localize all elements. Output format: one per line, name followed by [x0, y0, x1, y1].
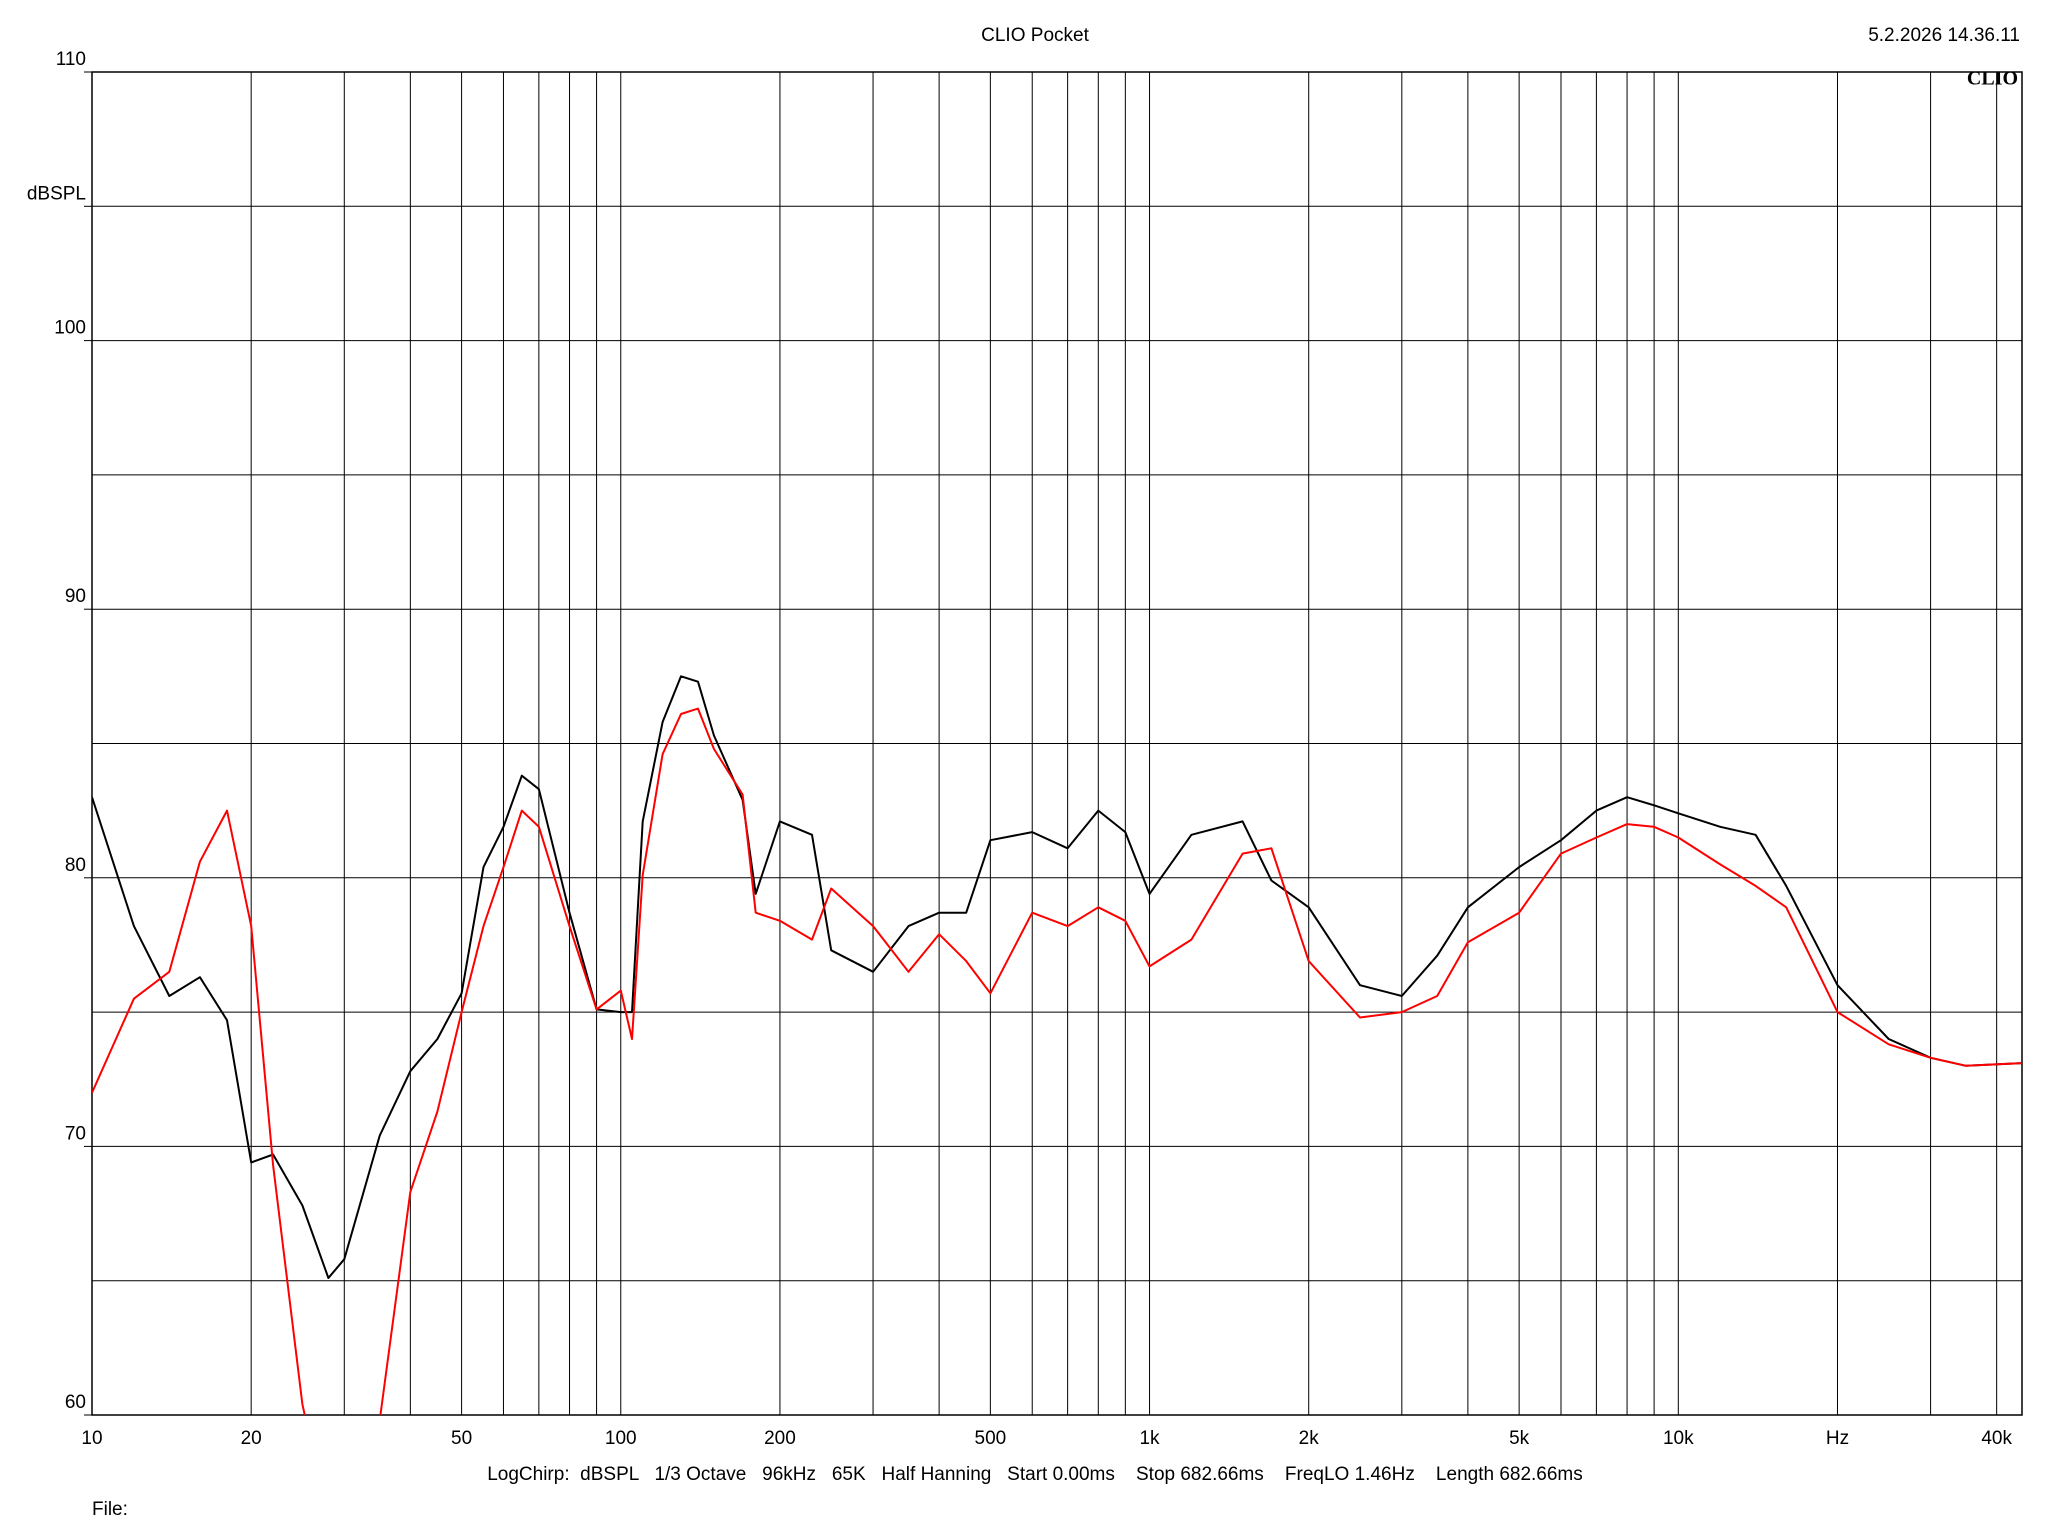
x-tick-label: 20	[241, 1428, 262, 1449]
x-tick-label: 10	[81, 1428, 102, 1449]
x-tick-label: 500	[975, 1428, 1007, 1449]
x-tick-label: 1k	[1139, 1428, 1160, 1449]
x-tick-label: 200	[764, 1428, 796, 1449]
chart-title: CLIO Pocket	[981, 25, 1089, 46]
plot-frame	[91, 71, 2023, 1416]
plot-area	[92, 675, 2022, 1415]
y-tick-label: 90	[65, 586, 86, 607]
x-tick-label: 40k	[1981, 1428, 2012, 1449]
y-tick-label: 70	[65, 1123, 86, 1144]
timestamp: 5.2.2026 14.36.11	[1868, 25, 2020, 46]
file-label: File:	[92, 1499, 128, 1520]
y-tick-label: 80	[65, 855, 86, 876]
x-tick-label: 50	[451, 1428, 472, 1449]
x-tick-label: 100	[605, 1428, 637, 1449]
y-tick-label: 110	[56, 49, 86, 70]
y-tick-label: 100	[54, 318, 86, 339]
y-tick-label: 60	[65, 1392, 86, 1413]
x-tick-label: 10k	[1663, 1428, 1694, 1449]
x-tick-label: 2k	[1299, 1428, 1320, 1449]
footer: LogChirp: dBSPL 1/3 Octave 96kHz 65K Hal…	[487, 1464, 1583, 1485]
y-tick-label: dBSPL	[27, 183, 86, 204]
data-line	[92, 675, 2022, 1279]
data-line	[92, 707, 2022, 1415]
x-tick-label: 5k	[1509, 1428, 1530, 1449]
x-tick-label: Hz	[1826, 1428, 1849, 1449]
logo: CLIO	[1967, 68, 2018, 90]
